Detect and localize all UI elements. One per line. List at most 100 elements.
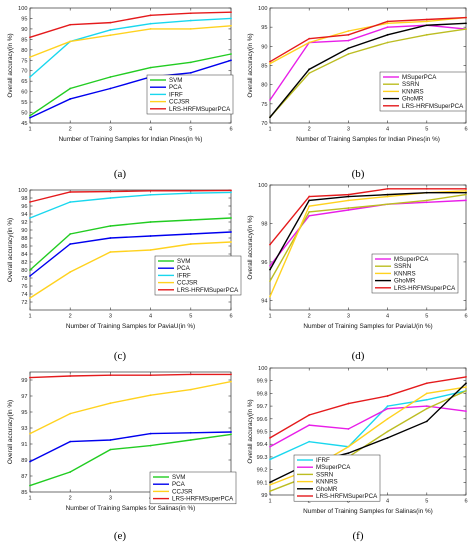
data-point [230,373,232,376]
data-point [109,225,112,227]
series-line-SSRN [269,28,467,118]
y-tick-label: 60 [21,90,27,96]
data-point [425,392,428,395]
data-point [425,199,428,202]
series-line-GhoMR [269,191,466,270]
series-line-SVM [29,217,232,271]
data-point [386,405,389,407]
data-point [189,61,192,64]
data-point [425,24,428,27]
data-point [386,33,389,36]
data-point [189,233,192,235]
series-line-LRS-HRFMSuperPCA [29,11,232,38]
series-line-SVM [29,433,232,487]
data-point [230,53,232,55]
legend-entry: LRS-HRFMSuperPCA [316,493,378,500]
x-tick-label: 4 [386,499,389,505]
panel-label: (b) [352,168,365,180]
data-point [29,217,31,219]
legend-entry: SSRN [394,263,411,270]
data-point [109,448,112,451]
data-point [109,374,112,377]
x-tick-label: 4 [149,314,152,320]
data-point [465,28,467,30]
legend-entry: MSuperPCA [394,256,429,263]
x-tick-label: 6 [464,499,467,505]
data-point [347,39,350,42]
data-point [149,432,152,435]
y-tick-label: 72 [21,300,27,306]
x-tick-label: 5 [189,127,192,133]
data-point [347,209,350,211]
legend-entry: LRS-HRFMSuperPCA [177,287,239,294]
y-tick-label: 99.4 [257,442,268,448]
data-point [386,26,389,29]
data-point [29,116,31,119]
data-point [269,60,271,63]
y-tick-label: 45 [21,121,27,127]
data-point [149,221,152,223]
data-point [230,380,232,383]
data-point [189,373,192,376]
y-tick-label: 99.2 [257,468,268,474]
y-tick-label: 85 [21,490,27,496]
series-line-LRS-HRFMSuperPCA [269,376,467,439]
y-tick-label: 65 [21,79,27,85]
x-tick-label: 4 [386,314,389,320]
data-point [269,483,271,486]
data-point [269,264,271,267]
legend-entry: PCA [172,481,186,488]
y-tick-label: 55 [21,100,27,106]
legend-entry: PCA [177,265,191,272]
x-tick-label: 1 [268,499,271,505]
data-point [29,56,31,59]
data-point [386,195,389,198]
data-point [149,444,152,447]
data-point [347,30,350,32]
x-axis-label: Number of Training Samples for Salinas(i… [66,505,196,512]
data-point [149,22,152,25]
data-point [347,428,350,430]
y-tick-label: 96 [21,204,27,210]
data-point [189,388,192,391]
data-point [230,431,232,433]
data-point [109,251,112,253]
data-point [347,402,350,405]
y-tick-label: 98 [261,221,267,227]
y-axis-label: Overall accuracy(in %) [7,400,14,464]
data-point [230,11,232,14]
x-tick-label: 1 [268,127,271,133]
data-point [29,297,31,299]
y-axis-label: Overall accuracy(in %) [247,33,254,97]
legend-entry: KNNRS [316,479,338,486]
data-point [230,59,232,62]
data-point [69,23,72,26]
y-tick-label: 100 [258,366,267,372]
data-point [269,268,271,271]
y-tick-label: 80 [261,83,267,89]
data-point [465,410,467,413]
x-tick-label: 1 [28,314,31,320]
series-line-PCA [29,59,232,119]
series-line-IFRF [29,191,232,219]
legend-entry: CCJSR [177,280,198,287]
panel-label: (d) [352,350,365,362]
legend-entry: LRS-HRFMSuperPCA [394,285,456,292]
legend-entry: GhoMR [316,486,338,493]
x-tick-label: 6 [229,314,232,320]
data-point [69,471,72,473]
y-tick-label: 88 [21,236,27,242]
legend-box [293,454,381,502]
y-tick-label: 99 [21,378,27,384]
data-point [149,193,152,196]
panel-label: (f) [353,530,364,542]
data-point [109,439,112,441]
data-point [29,36,31,39]
data-point [149,394,152,397]
data-point [29,76,31,78]
data-point [465,191,467,194]
data-point [29,201,31,203]
y-tick-label: 75 [261,102,267,108]
legend-entry: SVM [177,258,190,265]
series-line-CCJSR [29,241,232,299]
